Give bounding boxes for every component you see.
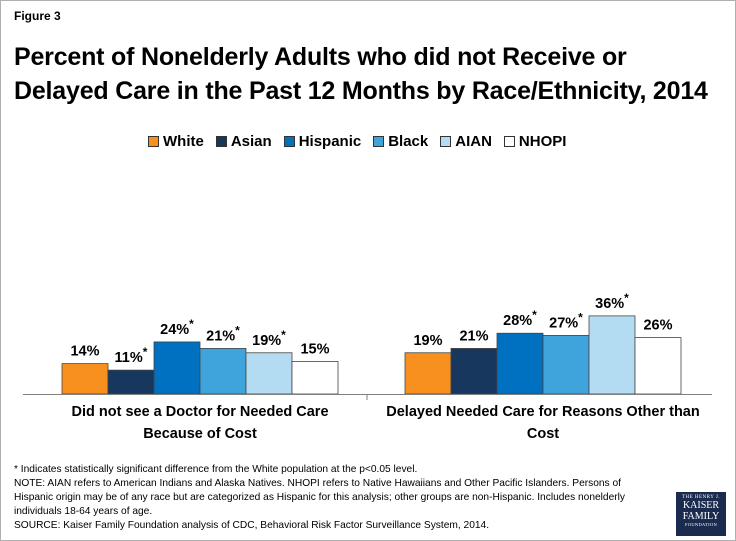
bar-black-2 <box>542 335 590 395</box>
legend-label: White <box>163 133 204 150</box>
legend-swatch <box>440 136 452 147</box>
legend: White Asian Hispanic Black AIAN NHOPI <box>148 133 578 150</box>
chart-title: Percent of Nonelderly Adults who did not… <box>14 43 708 105</box>
data-label: 11%* <box>115 345 148 366</box>
legend-swatch <box>373 136 385 147</box>
bar-aian-2 <box>588 315 636 395</box>
data-label: 27%* <box>549 310 583 331</box>
legend-label: AIAN <box>455 133 492 150</box>
legend-label: Hispanic <box>298 133 362 150</box>
legend-label: Asian <box>230 133 272 150</box>
bar-nhopi-2 <box>634 337 682 395</box>
legend-label: NHOPI <box>518 133 567 150</box>
bar-white-1 <box>61 363 109 395</box>
bar-asian-2 <box>450 348 498 395</box>
figure-label: Figure 3 <box>14 9 61 23</box>
data-label: 26% <box>643 318 672 334</box>
category-label: Delayed Needed Care for Reasons Other th… <box>386 404 699 420</box>
data-label: 15% <box>300 341 329 357</box>
legend-item-asian: Asian <box>215 133 272 150</box>
legend-item-black: Black <box>373 133 428 150</box>
bar-asian-1 <box>107 369 155 395</box>
bar-black-1 <box>199 348 247 395</box>
legend-swatch <box>148 136 159 147</box>
kff-logo: THE HENRY J. KAISER FAMILY FOUNDATION <box>676 492 726 536</box>
definition-note: NOTE: AIAN refers to American Indians an… <box>14 478 626 517</box>
bar-chart: 14% 11%* 24%* 21%* 19%* 15% Did not see a Doct… <box>23 291 712 442</box>
data-label: 21% <box>459 328 488 344</box>
legend-item-hispanic: Hispanic <box>283 133 362 150</box>
bar-hispanic-1 <box>153 341 201 395</box>
legend-swatch <box>215 136 227 147</box>
data-label: 24%* <box>160 317 194 338</box>
data-label: 19%* <box>252 328 286 349</box>
legend-swatch <box>283 136 295 147</box>
data-label: 28%* <box>503 308 537 329</box>
bar-white-2 <box>404 352 452 395</box>
legend-item-nhopi: NHOPI <box>503 133 567 150</box>
category-label: Because of Cost <box>143 426 257 442</box>
legend-label: Black <box>388 133 429 150</box>
footnotes: * Indicates statistically significant di… <box>14 463 654 533</box>
significance-note: * Indicates statistically significant di… <box>14 464 418 475</box>
category-label: Cost <box>527 426 559 442</box>
legend-swatch <box>503 136 515 147</box>
data-label: 19% <box>413 333 442 349</box>
data-label: 14% <box>70 344 99 360</box>
bar-hispanic-2 <box>496 332 544 395</box>
bar-aian-1 <box>245 352 293 395</box>
bar-nhopi-1 <box>291 361 339 395</box>
category-label: Did not see a Doctor for Needed Care <box>71 404 328 420</box>
data-label: 21%* <box>206 323 240 344</box>
data-label: 36%* <box>595 291 629 312</box>
legend-item-white: White <box>148 133 204 150</box>
source-note: SOURCE: Kaiser Family Foundation analysi… <box>14 520 490 531</box>
legend-item-aian: AIAN <box>440 133 492 150</box>
